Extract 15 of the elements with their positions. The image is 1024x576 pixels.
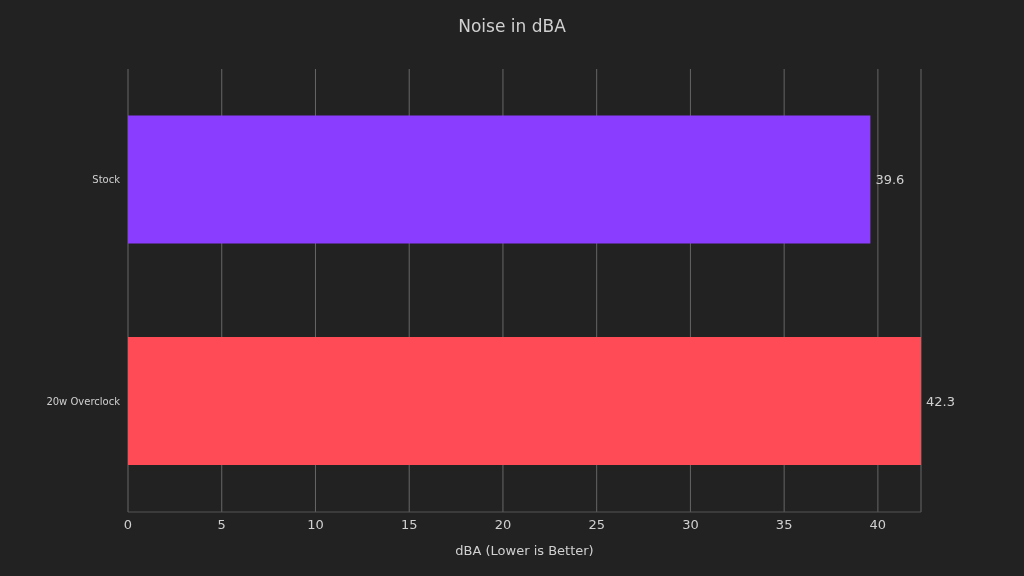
data-label: 42.3 (926, 393, 955, 409)
x-tick-label: 5 (217, 517, 226, 533)
x-tick-label: 25 (588, 517, 605, 533)
x-tick-label: 0 (123, 517, 133, 533)
x-tick-label: 40 (869, 517, 887, 533)
y-tick-label: 20w Overclock (46, 395, 121, 407)
x-tick-label: 10 (307, 517, 324, 533)
x-tick-label: 30 (682, 517, 699, 533)
x-axis-title: dBA (Lower is Better) (454, 543, 595, 558)
x-tick-label: 35 (775, 517, 793, 533)
data-label: 39.6 (875, 172, 905, 188)
x-tick-label: 15 (400, 517, 418, 533)
y-tick-label: Stock (92, 174, 121, 186)
x-tick-label: 20 (494, 517, 512, 533)
chart-title: Noise in dBA (457, 16, 567, 36)
